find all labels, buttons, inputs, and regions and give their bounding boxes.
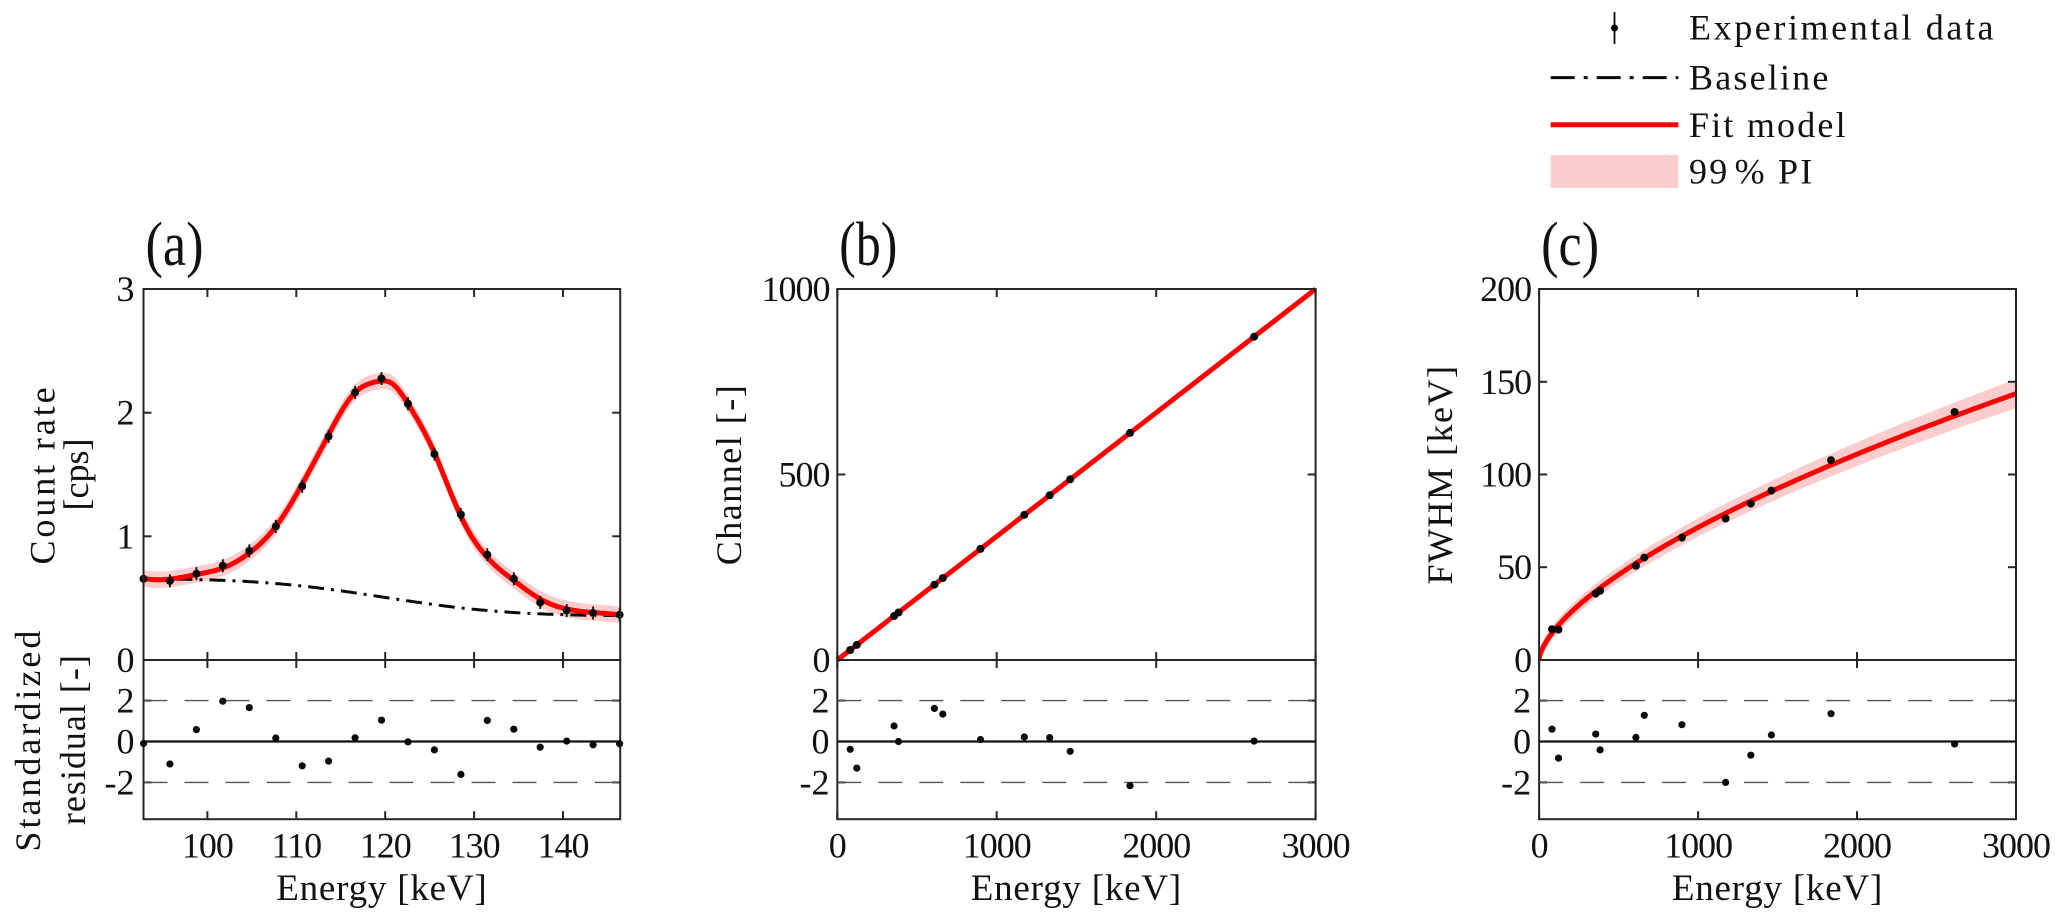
svg-text:3: 3 bbox=[117, 269, 135, 309]
svg-text:0: 0 bbox=[829, 826, 846, 866]
svg-text:3000: 3000 bbox=[1282, 826, 1350, 866]
svg-text:(a): (a) bbox=[146, 211, 204, 279]
svg-text:1000: 1000 bbox=[762, 269, 830, 309]
svg-text:[cps]: [cps] bbox=[56, 439, 96, 511]
svg-text:-2: -2 bbox=[1501, 762, 1531, 802]
svg-text:Experimental data: Experimental data bbox=[1689, 7, 1996, 47]
svg-text:140: 140 bbox=[538, 826, 589, 866]
svg-text:100: 100 bbox=[1480, 455, 1531, 495]
svg-text:50: 50 bbox=[1497, 547, 1531, 587]
svg-text:Channel [-]: Channel [-] bbox=[709, 384, 749, 565]
svg-text:200: 200 bbox=[1480, 269, 1531, 309]
svg-text:1: 1 bbox=[117, 516, 135, 556]
svg-text:Energy [keV]: Energy [keV] bbox=[1672, 868, 1883, 909]
svg-text:2000: 2000 bbox=[1823, 826, 1891, 866]
svg-text:150: 150 bbox=[1480, 362, 1531, 402]
svg-text:0: 0 bbox=[117, 640, 135, 680]
svg-text:Standardized: Standardized bbox=[8, 628, 48, 852]
svg-text:FWHM [keV]: FWHM [keV] bbox=[1420, 365, 1460, 585]
svg-text:110: 110 bbox=[271, 826, 321, 866]
svg-text:0: 0 bbox=[813, 640, 830, 680]
svg-text:Baseline: Baseline bbox=[1689, 58, 1831, 98]
svg-text:2: 2 bbox=[812, 681, 830, 721]
svg-text:130: 130 bbox=[449, 826, 500, 866]
svg-text:Energy [keV]: Energy [keV] bbox=[971, 868, 1182, 909]
svg-text:(b): (b) bbox=[839, 211, 897, 279]
svg-text:99 % PI: 99 % PI bbox=[1689, 151, 1814, 191]
svg-text:0: 0 bbox=[1514, 640, 1531, 680]
svg-text:1000: 1000 bbox=[963, 826, 1031, 866]
svg-text:2: 2 bbox=[117, 393, 135, 433]
svg-text:Fit model: Fit model bbox=[1689, 105, 1848, 145]
svg-text:-2: -2 bbox=[800, 762, 830, 802]
svg-text:3000: 3000 bbox=[1982, 826, 2050, 866]
svg-text:(c): (c) bbox=[1541, 211, 1599, 279]
svg-text:0: 0 bbox=[812, 722, 830, 762]
svg-text:residual [-]: residual [-] bbox=[53, 654, 93, 825]
svg-text:0: 0 bbox=[117, 722, 135, 762]
svg-text:1000: 1000 bbox=[1664, 826, 1732, 866]
svg-text:500: 500 bbox=[779, 455, 830, 495]
svg-text:2000: 2000 bbox=[1122, 826, 1190, 866]
svg-text:0: 0 bbox=[1531, 826, 1548, 866]
svg-text:120: 120 bbox=[360, 826, 411, 866]
svg-text:Count rate: Count rate bbox=[23, 385, 63, 565]
svg-text:Energy [keV]: Energy [keV] bbox=[276, 868, 487, 909]
svg-text:-2: -2 bbox=[105, 762, 135, 802]
svg-text:2: 2 bbox=[1513, 681, 1531, 721]
svg-text:2: 2 bbox=[117, 681, 135, 721]
svg-text:100: 100 bbox=[182, 826, 233, 866]
svg-text:0: 0 bbox=[1513, 722, 1531, 762]
